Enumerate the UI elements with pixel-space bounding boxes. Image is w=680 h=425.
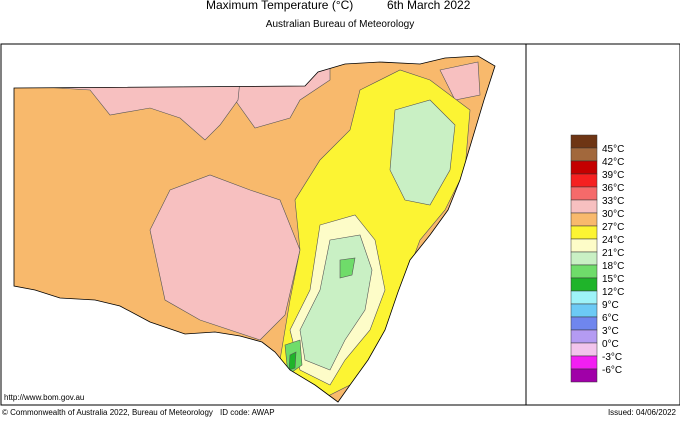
legend-swatch [570, 147, 598, 162]
frame [0, 43, 680, 406]
legend-label: 9°C [602, 300, 619, 311]
legend-label: 21°C [602, 248, 624, 259]
legend-label: 27°C [602, 222, 624, 233]
legend-label: 24°C [602, 235, 624, 246]
legend-swatch [570, 316, 598, 331]
legend-swatch [570, 160, 598, 175]
legend-swatch [570, 225, 598, 240]
legend-swatch [570, 329, 598, 344]
copyright: © Commonwealth of Australia 2022, Bureau… [2, 408, 213, 417]
title: Maximum Temperature (°C) [206, 0, 353, 12]
legend-swatch [570, 264, 598, 279]
legend-swatch [570, 303, 598, 318]
legend-label: 45°C [602, 144, 624, 155]
map [14, 56, 495, 402]
legend-swatch [570, 277, 598, 292]
legend-swatch [570, 342, 598, 357]
legend-label: 3°C [602, 326, 619, 337]
id-code: ID code: AWAP [220, 408, 275, 417]
legend-label: 33°C [602, 196, 624, 207]
state-border [13, 55, 496, 403]
legend-swatch [570, 173, 598, 188]
legend-swatch [570, 355, 598, 370]
legend-swatch [570, 134, 598, 149]
date: 6th March 2022 [387, 0, 471, 12]
legend-swatch [570, 186, 598, 201]
legend-label: 18°C [602, 261, 624, 272]
subtitle: Australian Bureau of Meteorology [266, 19, 414, 30]
legend-label: 39°C [602, 170, 624, 181]
url: http://www.bom.gov.au [4, 393, 84, 402]
legend-label: 15°C [602, 274, 624, 285]
legend-label: 0°C [602, 339, 619, 350]
legend-swatch [570, 238, 598, 253]
legend-label: -6°C [602, 365, 622, 376]
legend-label: 36°C [602, 183, 624, 194]
legend-swatch [570, 199, 598, 214]
legend-label: 6°C [602, 313, 619, 324]
legend-label: -3°C [602, 352, 622, 363]
legend-label: 42°C [602, 157, 624, 168]
legend: 45°C 42°C 39°C 36°C 33°C 30°C 27°C 24°C 21°C 18°C… [570, 134, 624, 383]
legend-label: 12°C [602, 287, 624, 298]
issued: Issued: 04/06/2022 [608, 408, 677, 417]
legend-swatch [570, 251, 598, 266]
legend-label: 30°C [602, 209, 624, 220]
legend-swatch [570, 368, 598, 383]
legend-swatch [570, 212, 598, 227]
legend-swatch [570, 290, 598, 305]
